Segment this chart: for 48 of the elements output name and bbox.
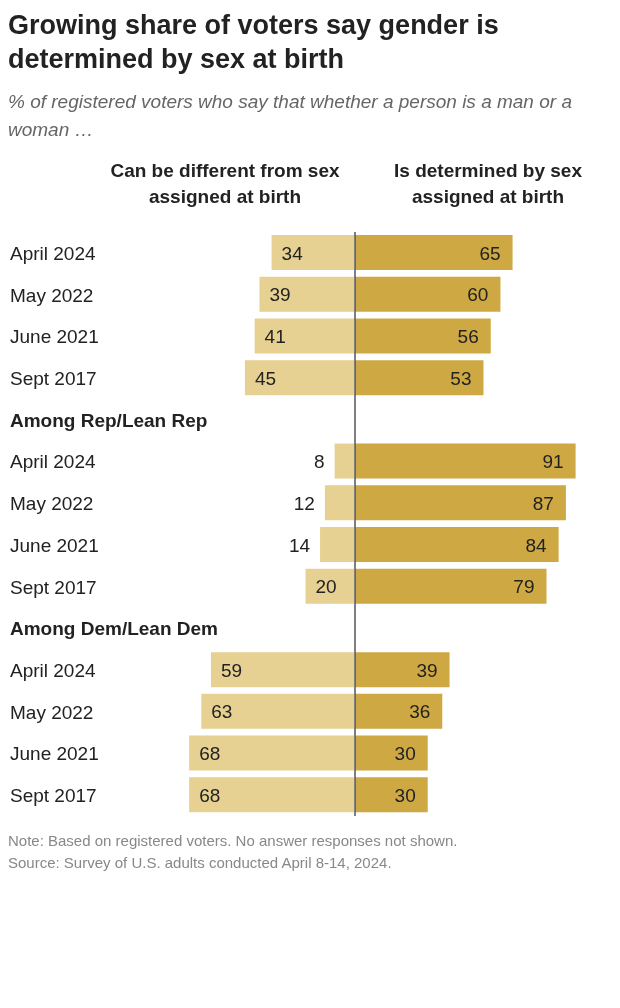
y-tick-label: May 2022: [10, 701, 94, 723]
data-label: 60: [467, 284, 489, 306]
data-label: 39: [416, 659, 438, 681]
data-label: 34: [281, 242, 304, 264]
data-label: 30: [394, 743, 416, 765]
chart-subtitle: % of registered voters who say that whether a person is a man or a woman …: [8, 90, 573, 142]
data-label: 41: [264, 325, 286, 347]
data-label: 45: [254, 367, 277, 389]
y-tick-label: Among Dem/Lean Dem: [10, 618, 218, 640]
y-tick-label: May 2022: [10, 284, 94, 306]
data-label: 65: [479, 242, 501, 264]
y-tick-label: Sept 2017: [10, 785, 97, 807]
y-tick-label: April 2024: [10, 660, 96, 681]
data-label: 68: [199, 784, 221, 806]
y-tick-label: June 2021: [10, 743, 99, 765]
data-label: 79: [513, 576, 535, 598]
y-tick-label: Sept 2017: [10, 576, 97, 598]
data-label: 36: [409, 701, 431, 723]
source-note: Source: Survey of U.S. adults conducted April 8-14, 2024.: [8, 853, 393, 873]
x-axis-title: Can be different from sex assigned at birth: [109, 159, 341, 209]
y-tick-label: April 2024: [10, 242, 96, 264]
data-label: 39: [269, 284, 291, 306]
data-label: 87: [532, 492, 554, 514]
data-label: 68: [199, 743, 221, 765]
bar: [324, 485, 354, 521]
data-label: 59: [220, 659, 243, 681]
data-label: 63: [211, 701, 233, 723]
data-label: 20: [315, 576, 337, 598]
chart-title: Growing share of voters say gender is determined by sex at birth: [8, 9, 500, 76]
bar: [305, 568, 354, 604]
data-label: 91: [542, 451, 564, 473]
data-label: 12: [293, 492, 315, 514]
data-label: 8: [314, 451, 325, 473]
bar: [334, 443, 354, 479]
text: Note: Based on registered voters. No answer responses not shown.: [8, 831, 459, 851]
x-axis-title: Is determined by sex assigned at birth: [393, 159, 583, 209]
y-tick-label: April 2024: [10, 451, 96, 473]
data-label: 14: [288, 534, 311, 556]
y-tick-label: May 2022: [10, 493, 94, 515]
y-tick-label: Among Rep/Lean Rep: [10, 409, 208, 431]
data-label: 53: [450, 367, 472, 389]
y-tick-label: June 2021: [10, 326, 99, 348]
data-label: 84: [525, 534, 548, 556]
y-tick-label: June 2021: [10, 534, 99, 556]
bar: [320, 527, 354, 562]
data-label: 56: [457, 325, 479, 347]
y-tick-label: Sept 2017: [10, 368, 97, 389]
data-label: 30: [394, 784, 416, 806]
